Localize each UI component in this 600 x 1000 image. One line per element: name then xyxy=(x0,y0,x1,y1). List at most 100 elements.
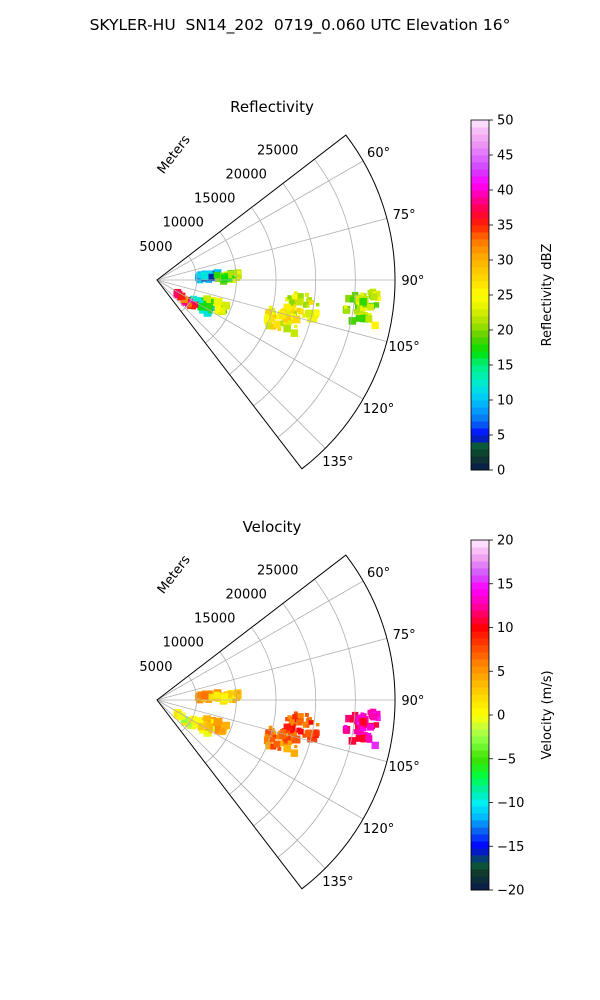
data-cell xyxy=(371,741,379,750)
data-cell xyxy=(305,298,309,302)
colorbar-band xyxy=(471,624,489,632)
data-cell xyxy=(367,723,374,731)
data-cell xyxy=(213,724,221,732)
data-cell xyxy=(220,694,229,703)
data-cell xyxy=(290,730,294,734)
range-ring xyxy=(253,603,317,827)
data-cell xyxy=(265,728,272,736)
azimuth-tick-label: 75° xyxy=(393,208,416,223)
data-cell xyxy=(287,295,292,300)
data-cell xyxy=(296,728,301,732)
colorbar-label: Velocity (m/s) xyxy=(540,670,555,759)
colorbar-band xyxy=(471,120,489,128)
data-cell xyxy=(207,273,215,281)
colorbar-band xyxy=(471,540,489,548)
data-cell xyxy=(294,324,298,329)
colorbar-label: Reflectivity dBZ xyxy=(540,244,555,347)
data-cell xyxy=(213,691,220,699)
data-cell xyxy=(292,294,298,300)
data-cell xyxy=(277,740,284,747)
azimuth-tick-label: 135° xyxy=(322,875,353,890)
colorbar-band xyxy=(471,183,489,191)
colorbar-band xyxy=(471,330,489,338)
data-cell xyxy=(277,320,284,327)
data-cell xyxy=(313,730,320,737)
colorbar-tick-label: 10 xyxy=(497,621,514,636)
colorbar-band xyxy=(471,715,489,723)
data-cell xyxy=(305,718,309,722)
range-ring xyxy=(277,579,356,858)
data-cell xyxy=(208,309,213,314)
colorbar-band xyxy=(471,302,489,310)
colorbar-band xyxy=(471,771,489,779)
data-cell xyxy=(190,716,196,722)
data-cell xyxy=(283,723,291,731)
colorbar-band xyxy=(471,862,489,870)
data-cell xyxy=(308,300,313,305)
data-cell xyxy=(232,695,236,699)
range-tick-label: 25000 xyxy=(257,563,298,578)
colorbar-band xyxy=(471,463,489,471)
colorbar-band xyxy=(471,869,489,877)
colorbar-tick-label: 40 xyxy=(497,184,514,199)
colorbar-band xyxy=(471,736,489,744)
colorbar-band xyxy=(471,351,489,359)
data-cell xyxy=(356,299,361,305)
azimuth-gridline xyxy=(156,279,326,449)
chart-title: Reflectivity xyxy=(230,98,314,116)
data-cell xyxy=(213,304,221,312)
range-tick-label: 10000 xyxy=(163,216,204,231)
data-cell xyxy=(232,698,237,703)
data-cell xyxy=(367,709,373,715)
data-cell xyxy=(296,308,301,312)
data-cell xyxy=(181,296,188,303)
colorbar-band xyxy=(471,316,489,324)
colorbar-band xyxy=(471,659,489,667)
colorbar-band xyxy=(471,547,489,555)
colorbar-band xyxy=(471,421,489,429)
data-cell xyxy=(353,309,359,315)
data-cell xyxy=(365,735,373,743)
azimuth-gridline xyxy=(156,638,387,701)
colorbar-tick-label: 5 xyxy=(497,665,505,680)
colorbar-band xyxy=(471,281,489,289)
data-cell xyxy=(343,305,348,309)
colorbar-tick-label: 0 xyxy=(497,464,505,479)
data-cell xyxy=(306,297,312,303)
colorbar-band xyxy=(471,673,489,681)
data-cell xyxy=(265,742,273,750)
range-ring xyxy=(229,627,277,795)
data-cell xyxy=(191,305,196,309)
colorbar-tick-label: 0 xyxy=(497,709,505,724)
colorbar-band xyxy=(471,764,489,772)
data-cell xyxy=(296,719,303,726)
colorbar-band xyxy=(471,442,489,450)
data-cell xyxy=(207,693,215,701)
colorbar-band xyxy=(471,449,489,457)
colorbar-band xyxy=(471,568,489,576)
colorbar-band xyxy=(471,211,489,219)
colorbar-band xyxy=(471,680,489,688)
data-cell xyxy=(178,712,186,720)
azimuth-gridline xyxy=(156,699,326,869)
data-cell xyxy=(283,744,291,753)
colorbar-band xyxy=(471,260,489,268)
azimuth-tick-label: 135° xyxy=(322,455,353,470)
data-cell xyxy=(355,315,363,322)
data-cell xyxy=(302,733,307,738)
data-cell xyxy=(348,737,357,745)
colorbar-band xyxy=(471,834,489,842)
data-cell xyxy=(287,723,296,732)
data-cell xyxy=(195,717,202,725)
azimuth-tick-label: 120° xyxy=(363,822,394,837)
data-cell xyxy=(287,715,292,720)
polar-frame xyxy=(156,134,396,470)
data-cell xyxy=(265,322,273,330)
data-cell xyxy=(375,295,381,302)
data-cell xyxy=(273,740,281,748)
range-tick-label: 5000 xyxy=(139,240,172,255)
colorbar-band xyxy=(471,722,489,730)
data-cell xyxy=(287,740,293,745)
colorbar-band xyxy=(471,176,489,184)
data-cell xyxy=(205,723,213,731)
